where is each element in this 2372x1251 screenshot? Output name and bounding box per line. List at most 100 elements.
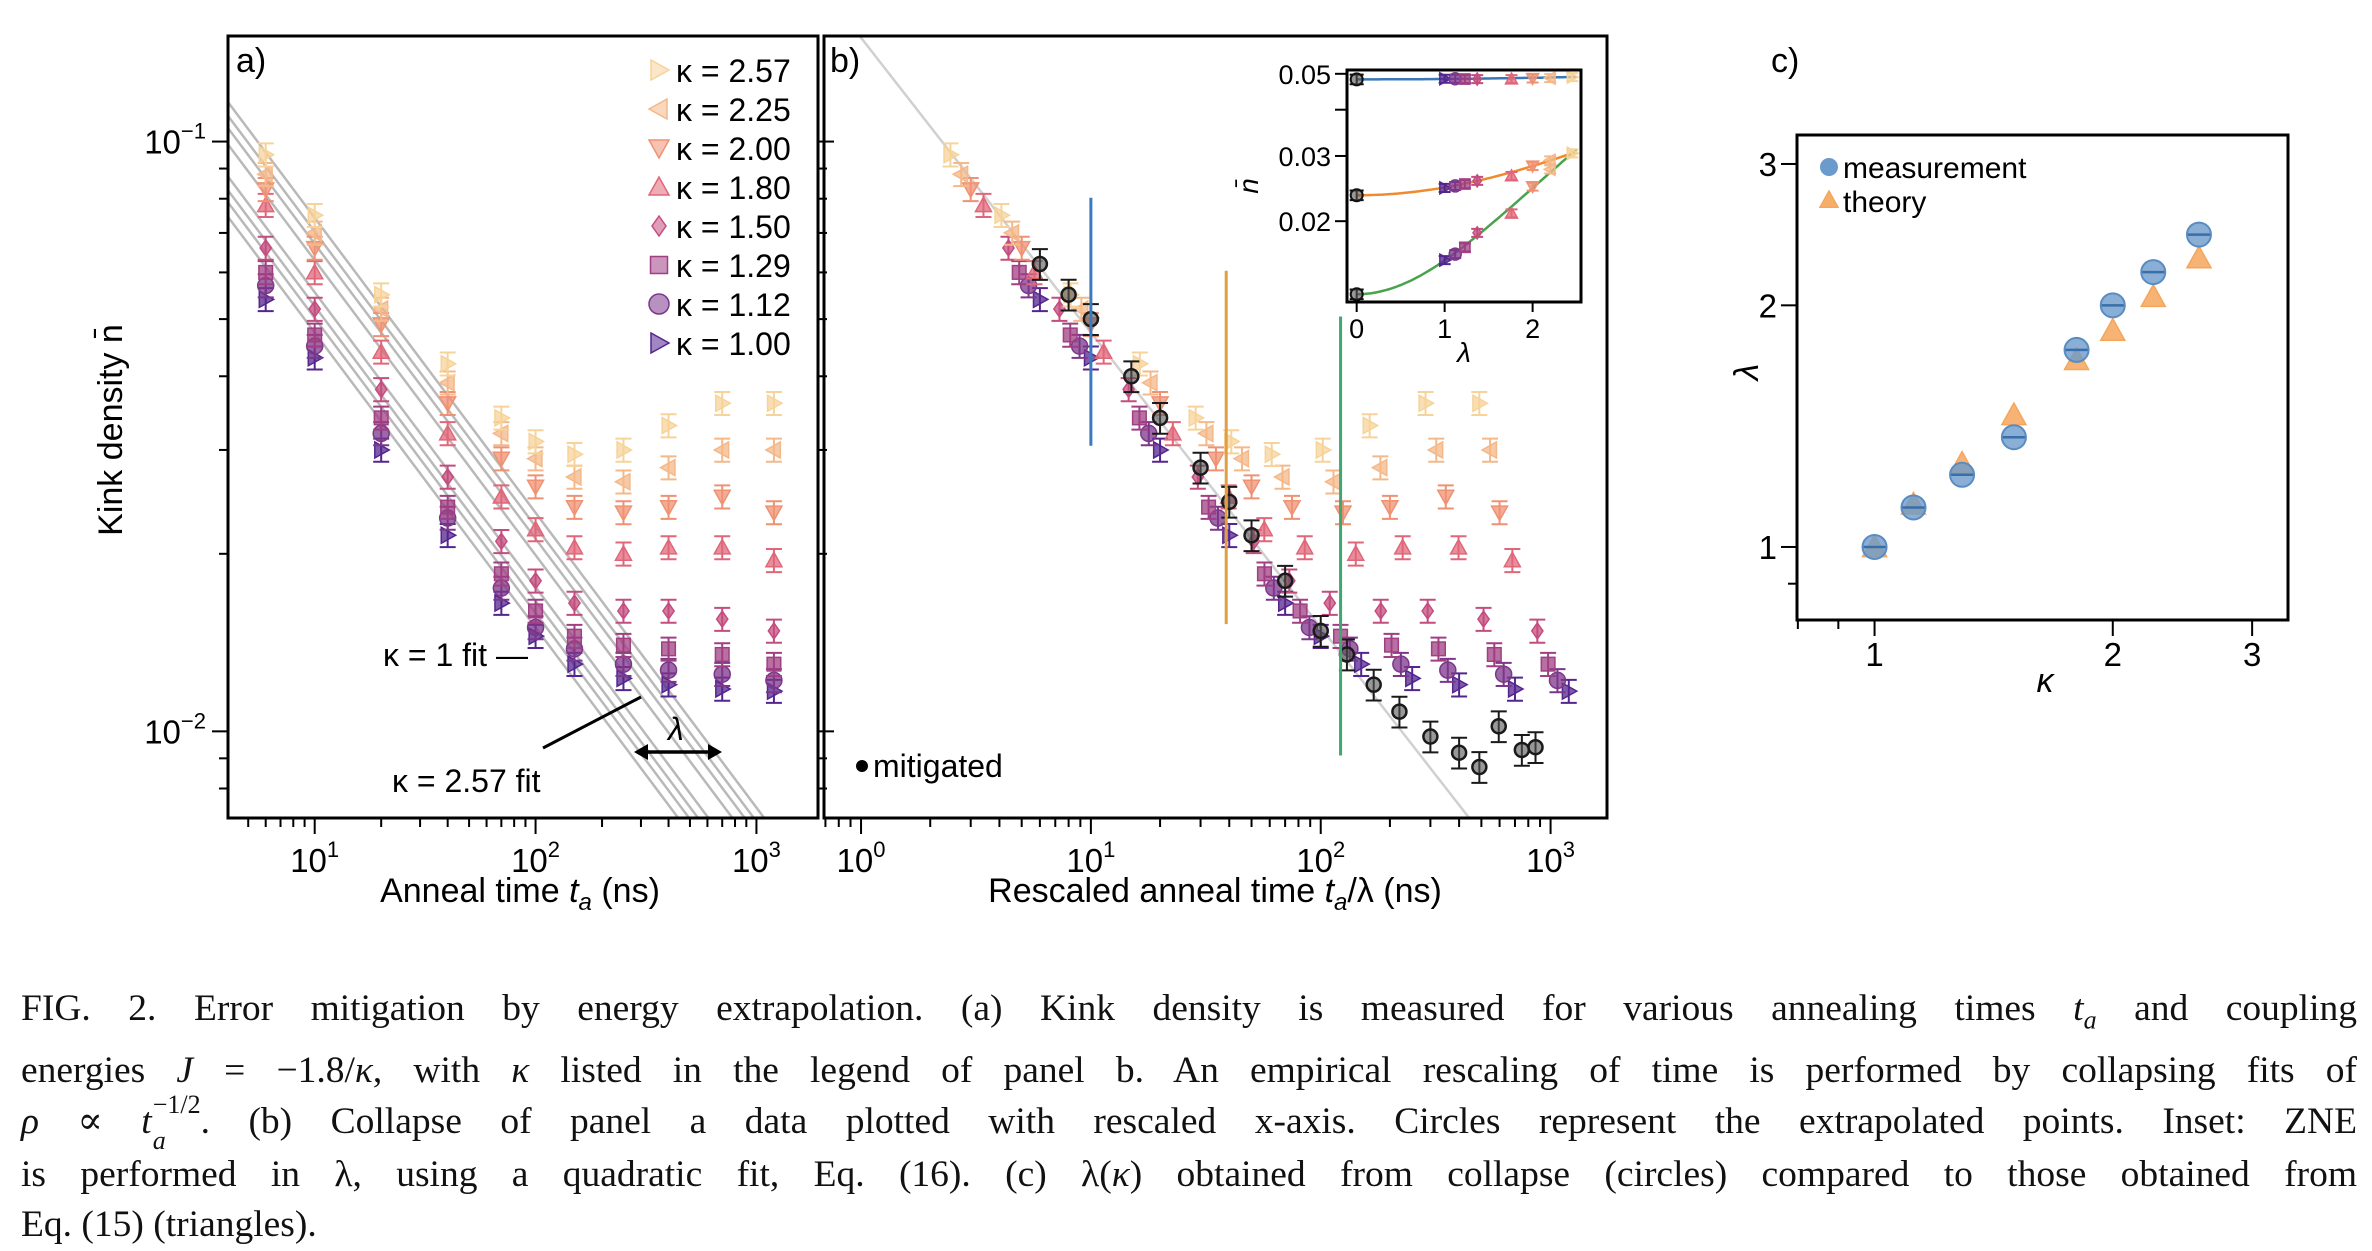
mitigated-point bbox=[1276, 572, 1294, 590]
inset-data-point bbox=[1504, 205, 1519, 219]
panel-label: c) bbox=[1771, 42, 1799, 80]
data-point bbox=[1370, 458, 1388, 477]
caption-text: a bbox=[2083, 1005, 2097, 1035]
caption-text: t bbox=[2073, 988, 2084, 1029]
data-point bbox=[1232, 449, 1250, 468]
tick-label-exponent: 2 bbox=[1333, 837, 1345, 862]
inset-data-point bbox=[1439, 252, 1453, 268]
data-point bbox=[662, 601, 676, 621]
series bbox=[951, 162, 1499, 495]
data-point bbox=[1052, 299, 1066, 319]
data-point bbox=[764, 550, 784, 568]
data-point bbox=[259, 238, 273, 258]
x-tick-label: 101 bbox=[1066, 837, 1115, 879]
legend-marker bbox=[647, 97, 668, 121]
tick-label-base: 10 bbox=[1066, 842, 1103, 879]
data-point bbox=[616, 601, 630, 621]
fit-lines bbox=[228, 101, 766, 818]
data-point bbox=[1264, 444, 1282, 464]
data-point bbox=[256, 195, 275, 213]
tick-label-base: 10 bbox=[732, 842, 769, 879]
data-point bbox=[1507, 679, 1525, 699]
data-point bbox=[1494, 665, 1513, 683]
caption-text: Eq. (15) (triangles). bbox=[21, 1204, 317, 1246]
data-point bbox=[567, 444, 585, 464]
data-point bbox=[440, 526, 458, 545]
mitigated-point bbox=[1243, 527, 1260, 544]
inset-data-point bbox=[1525, 72, 1540, 86]
inset-data-point bbox=[1472, 225, 1483, 241]
mitigated-legend-marker bbox=[856, 760, 868, 772]
legend-marker bbox=[648, 293, 670, 315]
data-point bbox=[1152, 440, 1170, 460]
mitigated-point bbox=[1513, 741, 1531, 759]
mitigated-point bbox=[1450, 744, 1468, 761]
data-point bbox=[526, 479, 545, 497]
x-tick-label: 1 bbox=[1865, 636, 1883, 673]
series bbox=[257, 142, 784, 468]
panel-label: a) bbox=[236, 42, 266, 80]
y-tick-label: 10−1 bbox=[144, 119, 206, 161]
inset-data-point bbox=[1472, 173, 1483, 189]
data-point bbox=[565, 537, 584, 555]
data-point bbox=[715, 393, 732, 413]
axis-label-sub: a bbox=[1334, 889, 1347, 916]
data-point bbox=[374, 285, 391, 304]
caption-text: . (b) Collapse of panel a data plotted w… bbox=[200, 1100, 2357, 1142]
data-point bbox=[1062, 327, 1078, 343]
tick-label-exponent: 1 bbox=[1103, 837, 1115, 862]
data-point bbox=[1188, 408, 1206, 428]
data-point bbox=[764, 440, 782, 460]
caption-text: energies bbox=[21, 1050, 177, 1091]
inset-mitigated-point bbox=[1349, 287, 1364, 302]
y-tick-label: 10−2 bbox=[144, 708, 206, 750]
legend: κ = 2.57κ = 2.25κ = 2.00κ = 1.80κ = 1.50… bbox=[647, 53, 791, 362]
data-point bbox=[1346, 544, 1366, 561]
y-tick-label: 2 bbox=[1759, 287, 1777, 324]
inset-x-axis-label: λ bbox=[1455, 337, 1471, 368]
data-point bbox=[1002, 223, 1020, 243]
data-point bbox=[766, 656, 782, 672]
x-tick-label: 2 bbox=[2104, 636, 2122, 673]
data-point bbox=[305, 262, 324, 280]
series bbox=[942, 142, 1489, 468]
legend-marker-theory bbox=[1818, 189, 1840, 208]
data-point bbox=[371, 342, 391, 359]
fit-line bbox=[228, 143, 735, 818]
data-point bbox=[1354, 654, 1371, 674]
data-point bbox=[1503, 550, 1522, 568]
tick-label-exponent: 1 bbox=[327, 837, 339, 862]
legend-label: κ = 2.00 bbox=[676, 131, 791, 167]
plot-frame bbox=[226, 34, 820, 820]
inset-data-point bbox=[1566, 70, 1580, 85]
data-point bbox=[613, 472, 631, 492]
data-point bbox=[1421, 601, 1435, 621]
caption-text: a −1/2 bbox=[152, 1089, 201, 1155]
data-point bbox=[1548, 671, 1567, 690]
caption-line: Eq. (15) (triangles). bbox=[21, 1200, 2357, 1251]
inset-data-point bbox=[1542, 70, 1556, 86]
inset-x-tick-label: 0 bbox=[1349, 314, 1364, 344]
inset-data-point bbox=[1448, 247, 1462, 261]
x-tick-label: 103 bbox=[732, 837, 781, 879]
data-point bbox=[1256, 566, 1273, 582]
inset-data-point bbox=[1459, 73, 1471, 85]
fit-line bbox=[228, 115, 756, 818]
theory-point bbox=[2185, 244, 2213, 269]
legend-marker bbox=[650, 58, 671, 82]
data-point bbox=[438, 373, 455, 393]
data-point bbox=[943, 145, 960, 164]
x-axis-label: Anneal time ta (ns) bbox=[380, 872, 660, 916]
caption-text: κ bbox=[511, 1050, 530, 1091]
caption-text: κ bbox=[354, 1050, 373, 1091]
tick-label-base: 10 bbox=[837, 842, 874, 879]
x-tick-label: 100 bbox=[837, 837, 886, 879]
inset: 0 1 2 0.05 0.03 0.02 λ n̄ bbox=[1233, 60, 1583, 368]
data-point bbox=[494, 408, 511, 428]
series bbox=[257, 235, 782, 644]
data-point bbox=[258, 145, 276, 164]
data-point bbox=[305, 223, 322, 243]
mitigated-point bbox=[1471, 758, 1488, 776]
plot-frame bbox=[822, 34, 1609, 820]
data-point bbox=[1141, 373, 1158, 393]
